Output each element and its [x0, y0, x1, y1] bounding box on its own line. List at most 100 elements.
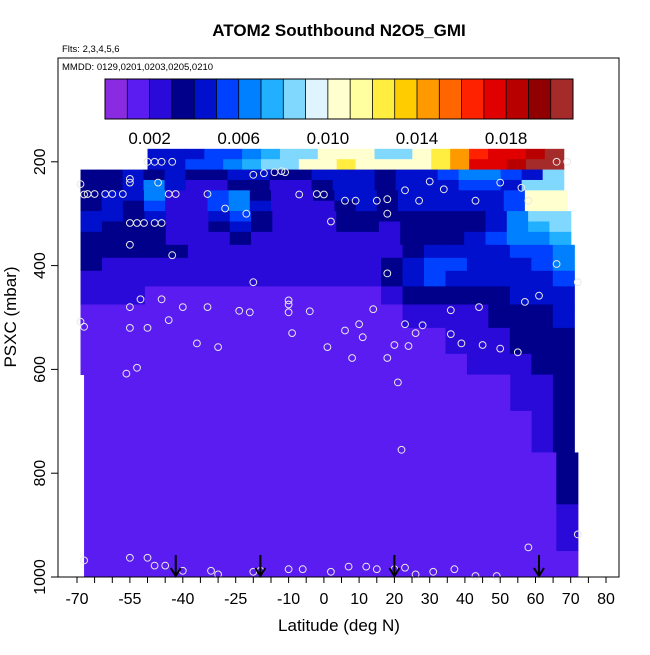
heatmap-cell-2-2 — [122, 169, 145, 181]
observation-point — [341, 326, 349, 335]
heatmap-cell-6-20 — [506, 211, 529, 222]
colorbar-swatch — [350, 79, 373, 119]
heatmap-cell-5-7 — [228, 200, 251, 212]
colorbar-swatch — [238, 79, 262, 119]
heatmap-cell-9-7 — [230, 244, 253, 259]
heatmap-cell-3-12 — [332, 179, 355, 191]
colorbar-swatch — [105, 79, 128, 119]
heatmap-cell-11-7 — [230, 270, 253, 287]
observation-point — [429, 567, 438, 576]
heatmap-cell-11-18 — [466, 270, 489, 287]
heatmap-cell-20-3 — [138, 551, 158, 578]
heatmap-cell-6-0 — [80, 211, 103, 222]
heatmap-cell-1-13 — [393, 159, 413, 170]
heatmap-cell-1-8 — [298, 159, 319, 170]
heatmap-cell-0-19 — [506, 148, 527, 160]
observation-point — [125, 303, 134, 312]
heatmap-cell-14-20 — [509, 327, 532, 355]
heatmap-cell-5-1 — [101, 200, 124, 212]
heatmap-cell-0-12 — [374, 148, 395, 160]
heatmap-cell-18-22 — [556, 452, 579, 505]
heatmap-cell-19-22 — [556, 504, 579, 552]
heatmap-cell-11-20 — [509, 270, 532, 287]
heatmap-cell-0-13 — [393, 148, 413, 160]
heatmap-cell-0-17 — [469, 148, 489, 160]
heatmap-cell-16-15 — [403, 374, 426, 412]
heatmap-cell-15-15 — [402, 353, 425, 375]
heatmap-cell-10-13 — [359, 257, 382, 272]
heatmap-cell-18-13 — [363, 452, 386, 505]
observation-point — [154, 178, 163, 187]
heatmap-cell-14-15 — [402, 327, 425, 355]
heatmap-cell-1-16 — [450, 159, 470, 170]
heatmap-cell-13-0 — [80, 304, 103, 329]
observation-point — [418, 321, 427, 330]
observation-point — [168, 157, 177, 166]
observation-point — [383, 195, 392, 204]
heatmap-cell-20-6 — [192, 551, 212, 578]
observation-point — [573, 278, 582, 287]
heatmap-cell-3-17 — [437, 179, 460, 191]
observation-point — [178, 303, 187, 312]
observation-point — [563, 157, 572, 166]
heatmap-cell-11-8 — [252, 270, 275, 287]
heatmap-cell-5-0 — [80, 200, 103, 212]
observation-point — [524, 543, 533, 552]
heatmap-cell-7-9 — [272, 221, 295, 233]
heatmap-cell-18-7 — [234, 452, 257, 505]
heatmap-cell-5-6 — [207, 200, 230, 212]
heatmap-cell-12-15 — [402, 286, 425, 305]
heatmap-cell-9-3 — [144, 244, 167, 259]
heatmap-cell-7-4 — [165, 221, 188, 233]
observation-point — [249, 278, 258, 287]
heatmap-cell-5-22 — [546, 200, 568, 212]
heatmap-cell-15-10 — [295, 353, 318, 375]
heatmap-cell-6-15 — [400, 211, 423, 222]
observation-point — [221, 204, 230, 213]
heatmap-cell-17-16 — [425, 410, 447, 453]
heatmap-cell-19-1 — [105, 504, 128, 552]
heatmap-cell-15-5 — [187, 353, 210, 375]
heatmap-cell-7-10 — [293, 221, 316, 233]
heatmap-cell-3-13 — [353, 179, 376, 191]
flight-arrow — [254, 555, 267, 578]
heatmap-cell-10-10 — [295, 257, 318, 272]
colorbar-tick-label: 0.010 — [307, 129, 350, 148]
heatmap-cell-4-10 — [292, 190, 314, 202]
heatmap-cell-13-22 — [552, 304, 575, 329]
heatmap-cell-10-14 — [381, 257, 404, 272]
observation-point — [260, 169, 268, 178]
observation-point — [305, 307, 314, 316]
heatmap-cell-17-12 — [339, 410, 362, 453]
heatmap-cell-13-11 — [316, 304, 339, 329]
observation-point — [207, 566, 215, 575]
observation-point — [295, 190, 304, 199]
observation-point — [397, 445, 406, 454]
heatmap-cell-11-21 — [531, 270, 554, 287]
heatmap-cell-12-2 — [123, 286, 146, 305]
heatmap-cell-16-0 — [84, 374, 106, 412]
heatmap-cell-2-16 — [416, 169, 439, 181]
heatmap-cell-19-14 — [384, 504, 407, 552]
heatmap-cell-0-5 — [242, 148, 262, 160]
heatmap-cell-16-14 — [382, 374, 405, 412]
heatmap-cell-19-0 — [84, 504, 107, 552]
heatmap-cell-5-17 — [440, 200, 463, 212]
heatmap-cell-4-8 — [249, 190, 272, 202]
heatmap-cell-12-17 — [445, 286, 468, 305]
heatmap-cell-0-4 — [223, 148, 243, 160]
heatmap-cell-20-20 — [445, 551, 465, 578]
heatmap-cell-2-4 — [164, 169, 187, 181]
y-tick-label: 600 — [32, 356, 49, 383]
heatmap-cell-14-4 — [166, 327, 189, 355]
heatmap-cell-8-5 — [187, 231, 209, 246]
heatmap-cell-3-3 — [143, 179, 166, 191]
heatmap-cell-14-1 — [101, 327, 125, 355]
heatmap-cell-20-10 — [264, 551, 284, 578]
heatmap-cell-2-14 — [374, 169, 397, 181]
flight-arrow — [388, 555, 401, 578]
heatmap-cell-4-12 — [334, 190, 357, 202]
heatmap-cell-15-3 — [144, 353, 167, 375]
heatmap-cell-2-11 — [311, 169, 334, 181]
observation-point — [383, 269, 392, 278]
